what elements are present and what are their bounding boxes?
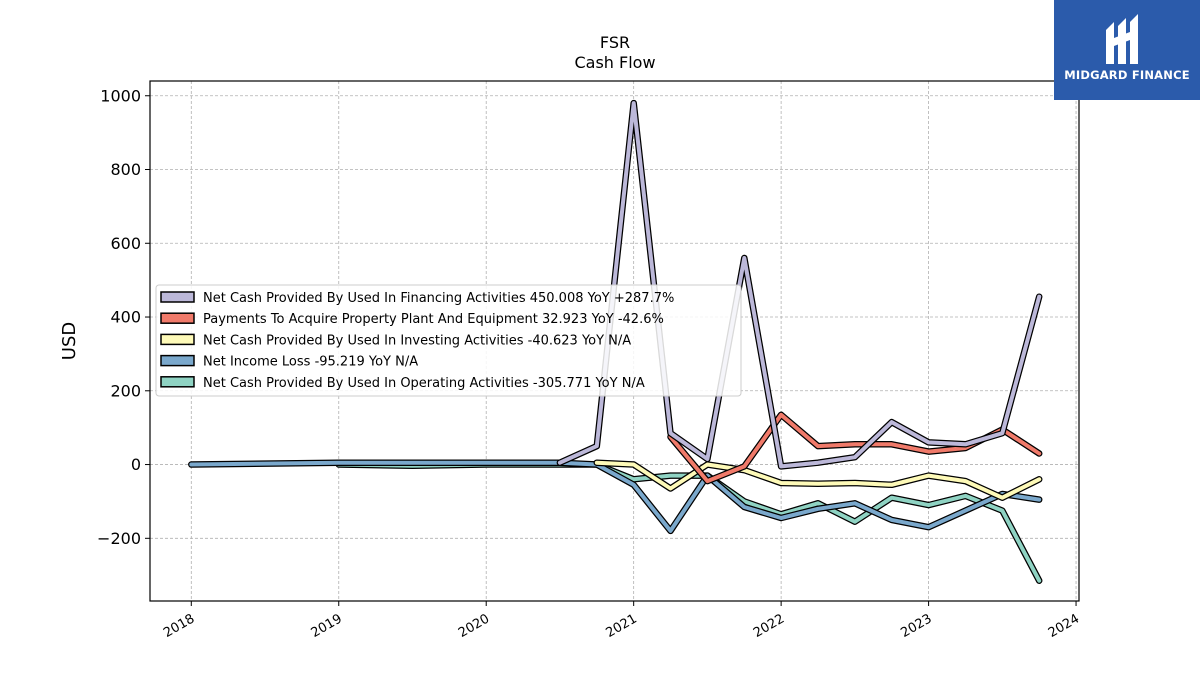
legend-label-4: Net Cash Provided By Used In Operating A… [203,376,645,391]
x-axis: 2018 2019 2020 2021 2022 2023 2024 [161,601,1082,641]
y-axis-label: USD [59,322,80,360]
legend-swatch-3 [160,354,195,367]
series-line-outline-1 [667,411,1043,485]
y-tick-label-1: 0 [131,455,141,474]
series-line-2 [594,460,1042,500]
legend-label-3: Net Income Loss -95.219 YoY N/A [203,355,418,370]
legend-label-1: Payments To Acquire Property Plant And E… [203,312,664,327]
x-tick-label-4: 2022 [751,611,787,641]
y-axis: −200 0 200 400 600 800 1000 [97,86,150,548]
x-tick-label-6: 2024 [1046,611,1082,641]
series-line-3 [189,460,1042,533]
series-layer [188,99,1043,584]
legend-swatch-0 [160,291,195,303]
y-tick-label-2: 200 [110,381,141,400]
legend-swatch-4 [160,376,195,388]
plot-frame [149,80,1080,602]
y-tick-label-0: −200 [97,529,141,548]
y-tick-label-4: 600 [110,234,141,253]
series-0 [556,99,1043,470]
legend-box [155,284,742,397]
y-tick-label-3: 400 [110,308,141,327]
chart-title: FSR [600,33,630,52]
logo-text: MIDGARD FINANCE [1064,68,1190,82]
legend-swatch-1 [160,312,195,324]
legend-swatch-2 [160,333,195,346]
y-tick-label-5: 800 [110,160,141,179]
legend: Net Cash Provided By Used In Financing A… [155,284,742,397]
logo-mark-icon [1106,14,1138,64]
midgard-finance-logo: MIDGARD FINANCE [1054,0,1200,100]
series-3 [188,459,1043,535]
x-tick-label-1: 2019 [309,611,345,641]
x-tick-label-0: 2018 [161,611,197,641]
series-2 [593,459,1043,501]
series-line-outline-2 [593,459,1043,501]
x-tick-label-2: 2020 [456,611,492,641]
series-1 [667,411,1043,485]
legend-label-0: Net Cash Provided By Used In Financing A… [203,291,674,306]
y-tick-label-6: 1000 [100,86,141,105]
x-tick-label-5: 2023 [898,611,934,641]
series-line-0 [557,101,1042,469]
x-tick-label-3: 2021 [604,611,640,641]
chart-subtitle: Cash Flow [574,53,655,72]
legend-label-2: Net Cash Provided By Used In Investing A… [203,333,631,348]
